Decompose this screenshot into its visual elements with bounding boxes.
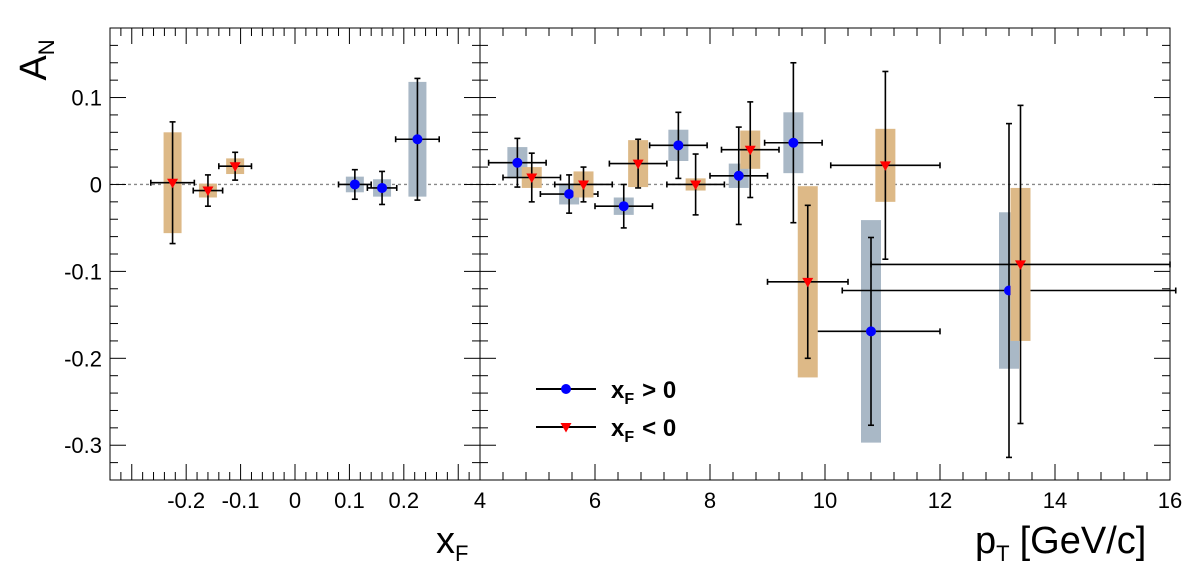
x-tick-label: -0.1 <box>222 488 260 513</box>
legend-label: xF > 0 <box>611 377 676 408</box>
data-point-triangle <box>1015 260 1026 270</box>
data-point-triangle <box>632 159 644 170</box>
data-point-triangle <box>802 277 814 288</box>
legend-marker-circle <box>561 384 571 394</box>
x-tick-label: 8 <box>704 488 716 513</box>
data-point-triangle <box>229 162 241 172</box>
axis-labels: AN xF pT [GeV/c] <box>13 39 1146 566</box>
data-point-triangle <box>526 173 538 184</box>
data-point-triangle <box>167 178 179 189</box>
x-tick-label: 16 <box>1158 488 1182 513</box>
data-point-triangle <box>202 186 214 197</box>
x-axis-title-right: pT [GeV/c] <box>975 520 1146 566</box>
data-point-circle <box>512 157 523 168</box>
x-axis-title-left: xF <box>436 520 468 566</box>
x-tick-label: 14 <box>1043 488 1067 513</box>
y-tick-label: -0.3 <box>64 433 102 458</box>
x-tick-label: 0.2 <box>389 488 420 513</box>
data-point-circle <box>564 189 575 200</box>
data-point-circle <box>866 326 876 337</box>
data-point-triangle <box>690 180 702 190</box>
y-tick-label: 0 <box>90 172 102 197</box>
x-tick-label: 4 <box>474 488 486 513</box>
data-point-circle <box>733 170 744 181</box>
right-panel-pt: 4 6 8 10 12 14 16 <box>474 27 1182 513</box>
legend-label: xF < 0 <box>611 415 676 446</box>
x-tick-label: 0.1 <box>334 488 365 513</box>
y-tick-label: -0.2 <box>64 346 102 371</box>
y-axis-title: AN <box>13 39 59 80</box>
data-point-circle <box>412 134 423 145</box>
x-tick-label: -0.2 <box>167 488 205 513</box>
data-point-circle <box>618 201 629 212</box>
pt-frame <box>479 27 1171 481</box>
data-point-circle <box>377 182 388 193</box>
legend: xF > 0 xF < 0 <box>536 377 676 446</box>
x-tick-label: 10 <box>813 488 837 513</box>
legend-marker-triangle <box>560 423 572 433</box>
data-point-triangle <box>744 145 756 156</box>
data-point-triangle <box>578 180 589 190</box>
data-point-triangle <box>879 161 891 171</box>
data-point-circle <box>673 140 684 151</box>
x-tick-label: 0 <box>289 488 301 513</box>
data-point-circle <box>349 179 360 190</box>
y-tick-label: 0.1 <box>71 86 102 111</box>
left-panel-xf: 0.1 0 -0.1 -0.2 -0.3 -0.2 -0.1 0 0.1 0.2 <box>64 27 481 513</box>
y-tick-label: -0.1 <box>64 259 102 284</box>
x-tick-label: 6 <box>589 488 601 513</box>
x-tick-label: 12 <box>928 488 952 513</box>
data-point-circle <box>788 137 799 148</box>
